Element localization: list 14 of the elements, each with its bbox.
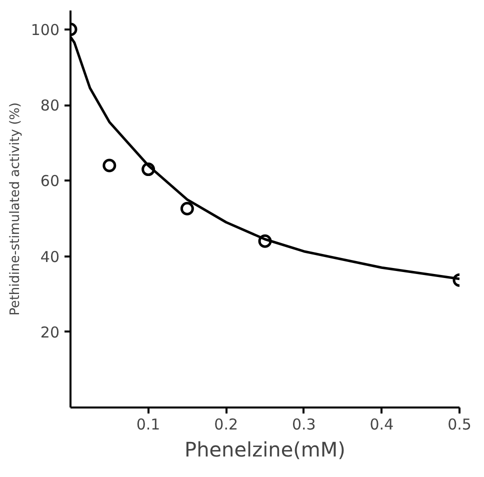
x-tick-label: 0.1 bbox=[136, 416, 160, 434]
y-tick-label: 60 bbox=[40, 172, 60, 190]
x-tick-label: 0.3 bbox=[292, 416, 316, 434]
x-tick-label: 0.4 bbox=[370, 416, 394, 434]
y-tick-label: 20 bbox=[40, 323, 60, 342]
point bbox=[180, 202, 194, 216]
x-tick-label: 0.5 bbox=[448, 416, 472, 434]
point bbox=[102, 158, 116, 172]
y-tick-label: 40 bbox=[40, 248, 60, 266]
x-tick-label: 0.2 bbox=[214, 416, 238, 434]
y-axis-title: Pethidine-stimulated activity (%) bbox=[8, 102, 23, 316]
y-tick-label: 100 bbox=[30, 20, 60, 39]
x-axis-title: Phenelzine(mM) bbox=[184, 438, 346, 462]
y-tick-label: 80 bbox=[40, 96, 60, 115]
